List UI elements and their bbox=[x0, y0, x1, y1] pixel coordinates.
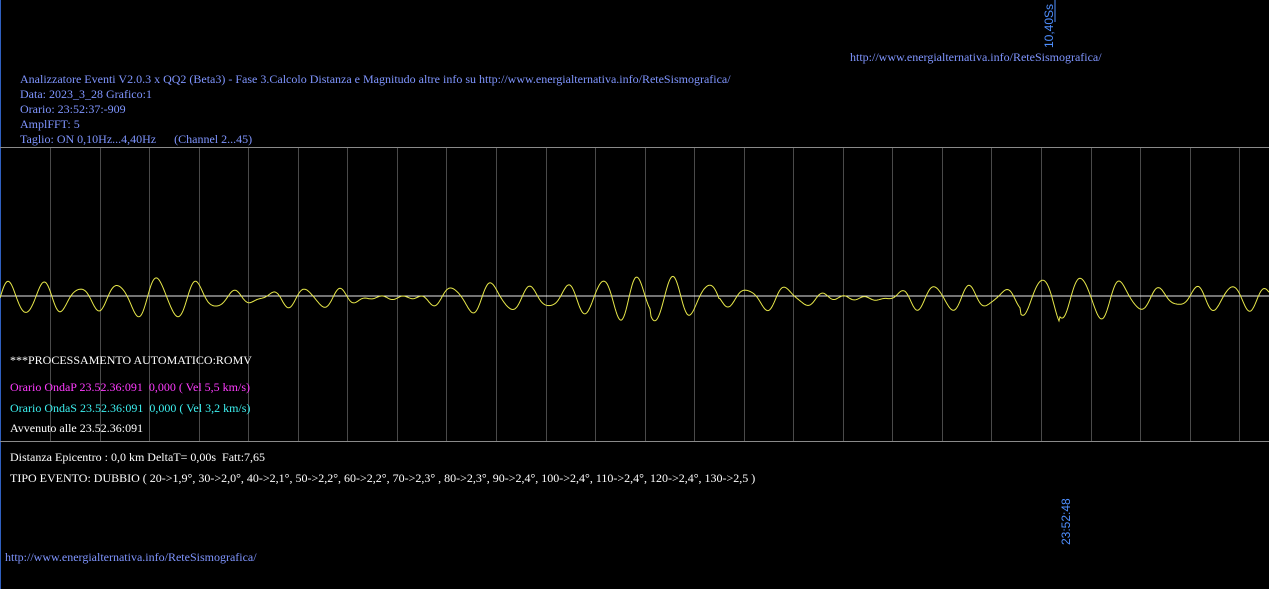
occurred: Avvenuto alle 23.52.36:091 bbox=[10, 421, 144, 435]
info-line: Analizzatore Eventi V2.0.3 x QQ2 (Beta3)… bbox=[20, 72, 731, 86]
url[interactable]: http://www.energialternativa.info/ReteSi… bbox=[850, 50, 1102, 64]
time-marker: 10,40Ss bbox=[1042, 3, 1056, 48]
info-line: AmplFFT: 5 bbox=[20, 117, 80, 131]
url[interactable]: http://www.energialternativa.info/ReteSi… bbox=[5, 550, 257, 564]
info-line: Taglio: ON 0,10Hz...4,40Hz (Channel 2...… bbox=[20, 132, 253, 146]
distance: Distanza Epicentro : 0,0 km DeltaT= 0,00… bbox=[10, 450, 266, 464]
time-marker: 23:52:48 bbox=[1059, 498, 1073, 545]
event-type: TIPO EVENTO: DUBBIO ( 20->1,9°, 30->2,0°… bbox=[10, 471, 756, 485]
info-line: Data: 2023_3_28 Grafico:1 bbox=[20, 87, 152, 101]
wave-s: Orario OndaS 23.52.36:091 0,000 ( Vel 3,… bbox=[10, 401, 251, 415]
processing-title: ***PROCESSAMENTO AUTOMATICO:ROMV bbox=[10, 353, 252, 367]
info-line: Orario: 23:52:37:-909 bbox=[20, 102, 126, 116]
waveform bbox=[0, 275, 1269, 323]
wave-p: Orario OndaP 23.52.36:091 0,000 ( Vel 5,… bbox=[10, 380, 250, 394]
